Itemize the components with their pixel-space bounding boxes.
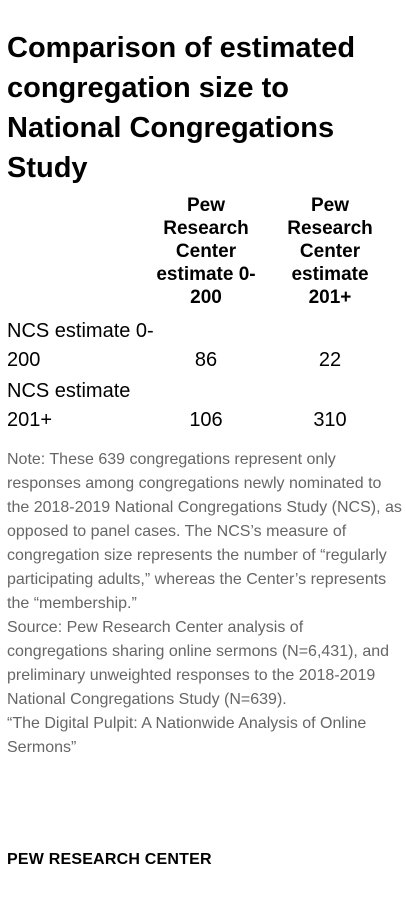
row-label-ncs-201-plus: NCS estimate 201+ [7,380,131,431]
cell-ncs-0-200-pew-0-200: 86 [194,349,218,371]
note-text: Note: These 639 congregations represent … [7,451,402,612]
footer-brand: PEW RESEARCH CENTER [7,851,212,868]
column-header-pew-201-plus: Pew Research Center estimate 201+ [287,195,373,308]
cell-ncs-201-plus-pew-201-plus: 310 [313,409,347,431]
column-header-pew-0-200: Pew Research Center estimate 0-200 [156,195,256,308]
page-title: Comparison of estimated congregation siz… [7,32,356,184]
report-title: “The Digital Pulpit: A Nationwide Analys… [7,715,367,756]
source-text: Source: Pew Research Center analysis of … [7,619,390,708]
cell-ncs-0-200-pew-201-plus: 22 [318,349,342,371]
notes-block: Note: These 639 congregations represent … [7,448,402,760]
cell-ncs-201-plus-pew-0-200: 106 [189,409,223,431]
row-label-ncs-0-200: NCS estimate 0-200 [7,320,154,371]
